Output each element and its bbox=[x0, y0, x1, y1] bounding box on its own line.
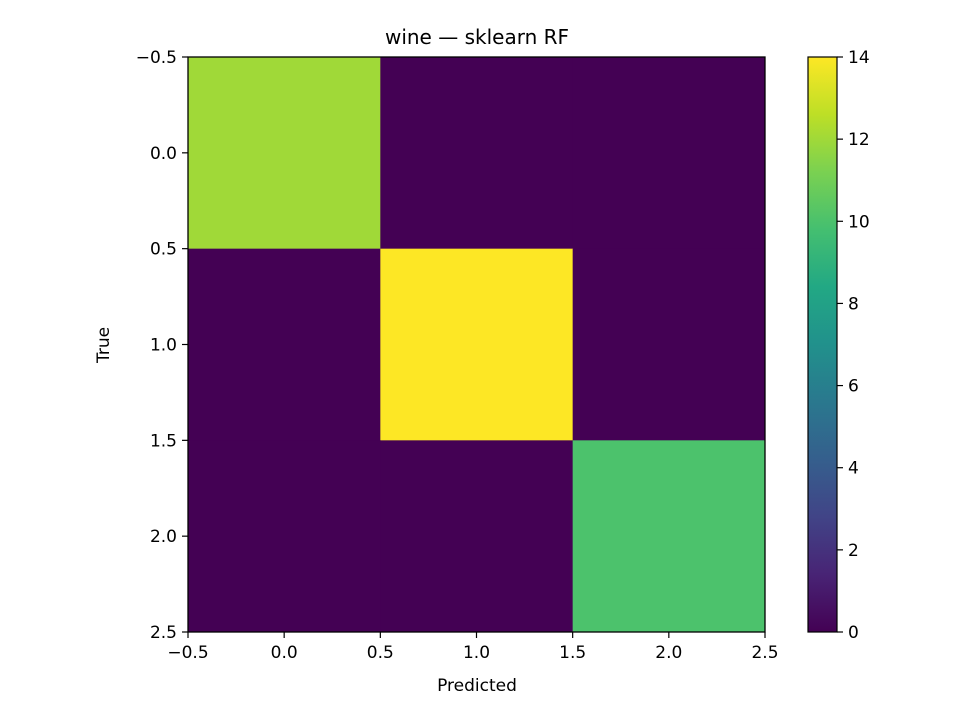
heatmap-cell-0-2 bbox=[572, 57, 766, 250]
colorbar-axis: 0 2 4 6 8 10 12 14 bbox=[837, 48, 870, 643]
heatmap-cells bbox=[188, 57, 766, 633]
y-tick-label: 1.5 bbox=[150, 431, 177, 451]
y-tick-label: 2.5 bbox=[150, 623, 177, 643]
colorbar-tick-label: 10 bbox=[848, 212, 870, 232]
x-tick-label: −0.5 bbox=[167, 643, 208, 663]
heatmap-cell-2-1 bbox=[380, 440, 574, 633]
x-tick-label: 2.0 bbox=[655, 643, 682, 663]
heatmap-cell-2-0 bbox=[188, 440, 381, 633]
y-tick-label: 0.0 bbox=[150, 144, 177, 164]
y-axis: −0.5 0.0 0.5 1.0 1.5 2.0 2.5 bbox=[136, 48, 188, 643]
y-axis-label: True bbox=[94, 327, 114, 364]
y-tick-label: −0.5 bbox=[136, 48, 177, 68]
chart-title: wine — sklearn RF bbox=[385, 25, 569, 49]
x-axis-label: Predicted bbox=[437, 676, 517, 696]
colorbar-tick-label: 4 bbox=[848, 459, 859, 479]
colorbar-tick-label: 8 bbox=[848, 294, 859, 314]
heatmap-cell-1-0 bbox=[188, 248, 381, 441]
x-tick-label: 2.5 bbox=[751, 643, 778, 663]
colorbar-tick-label: 0 bbox=[848, 623, 859, 643]
heatmap-cell-0-0 bbox=[188, 57, 381, 250]
heatmap-cell-1-2 bbox=[572, 248, 766, 441]
y-tick-label: 0.5 bbox=[150, 240, 177, 260]
x-tick-label: 1.5 bbox=[559, 643, 586, 663]
colorbar-tick-label: 2 bbox=[848, 541, 859, 561]
x-tick-label: 0.5 bbox=[367, 643, 394, 663]
x-tick-label: 0.0 bbox=[271, 643, 298, 663]
x-tick-label: 1.0 bbox=[463, 643, 490, 663]
colorbar-tick-label: 12 bbox=[848, 130, 870, 150]
colorbar-tick-label: 14 bbox=[848, 48, 870, 68]
heatmap-cell-1-1 bbox=[380, 248, 574, 441]
y-tick-label: 2.0 bbox=[150, 527, 177, 547]
x-axis: −0.5 0.0 0.5 1.0 1.5 2.0 2.5 bbox=[167, 632, 779, 663]
heatmap-cell-0-1 bbox=[380, 57, 574, 250]
heatmap-cell-2-2 bbox=[572, 440, 766, 633]
colorbar bbox=[807, 56, 838, 633]
colorbar-tick-label: 6 bbox=[848, 377, 859, 397]
y-tick-label: 1.0 bbox=[150, 336, 177, 356]
